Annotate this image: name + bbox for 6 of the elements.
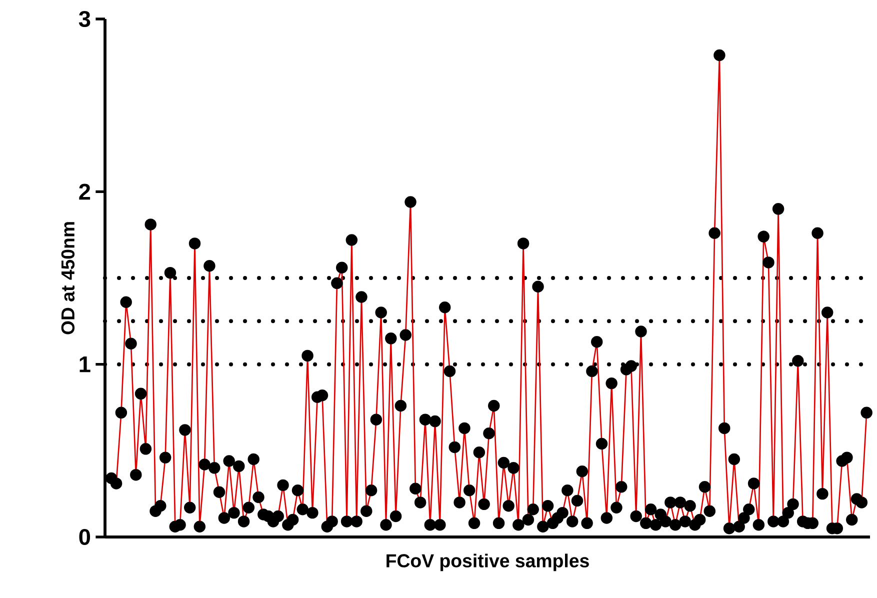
y-axis-title: OD at 450nm	[61, 222, 75, 334]
y-tick-label: 0	[79, 528, 90, 546]
y-tick-label: 3	[78, 10, 90, 28]
y-tick-label: 1	[80, 356, 90, 372]
x-axis-title: FCoV positive samples	[386, 554, 589, 572]
y-tick-label: 2	[79, 184, 90, 200]
